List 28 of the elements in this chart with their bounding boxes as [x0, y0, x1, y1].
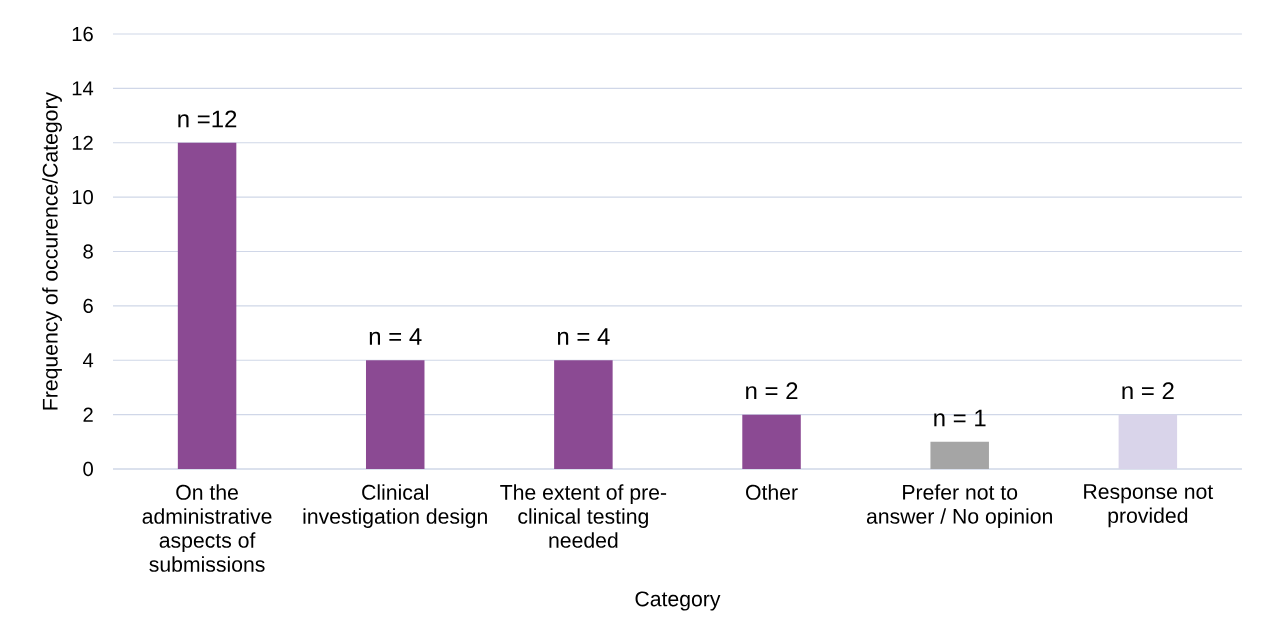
- bar: [554, 360, 613, 469]
- y-axis-title: Frequency of occurence/Category: [42, 91, 62, 410]
- x-tick-label: Other: [746, 484, 798, 500]
- y-tick-label: 16: [72, 26, 93, 42]
- x-tick-label: The extent of pre-clinical testing needed: [500, 484, 667, 548]
- y-tick-label: 8: [83, 244, 93, 259]
- y-tick-label: 10: [72, 189, 93, 205]
- y-tick-label: 14: [72, 81, 94, 96]
- data-label: n = 4: [369, 328, 422, 345]
- y-tick-label: 4: [82, 353, 94, 368]
- data-label: n = 4: [557, 328, 610, 345]
- bar: [365, 360, 425, 469]
- y-tick-label: 12: [72, 135, 93, 150]
- bar: [742, 414, 801, 469]
- y-tick-label: 0: [83, 461, 93, 477]
- data-label: n =12: [178, 110, 237, 128]
- x-axis-title: Category: [635, 591, 721, 611]
- bar: [930, 441, 989, 469]
- data-label: n = 2: [746, 382, 798, 400]
- y-tick-label: 2: [83, 407, 93, 422]
- data-label: n = 2: [1122, 382, 1174, 400]
- x-tick-label: Clinical investigation design: [303, 484, 487, 529]
- data-label: n = 1: [934, 409, 986, 427]
- y-tick-label: 6: [83, 298, 93, 314]
- bar: [177, 142, 237, 469]
- x-tick-label: Response not provided: [1084, 484, 1214, 528]
- x-tick-label: On the administrative aspects of submissions: [142, 484, 272, 572]
- x-tick-label: Prefer not to answer / No opinion: [866, 484, 1052, 529]
